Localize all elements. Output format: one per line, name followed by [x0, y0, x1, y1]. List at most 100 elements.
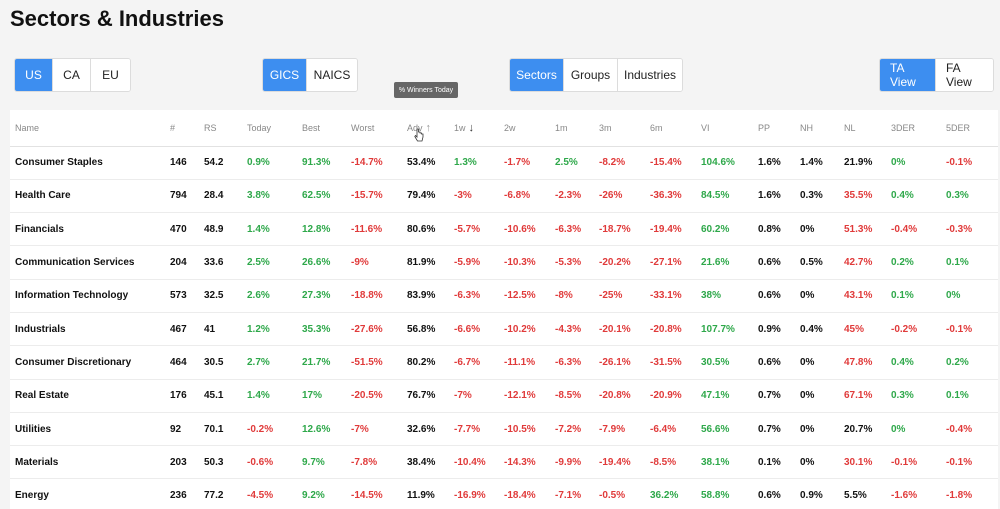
table-cell: -0.2% — [242, 412, 297, 447]
table-cell: -8% — [550, 279, 594, 313]
sector-name-cell[interactable]: Utilities — [10, 412, 165, 447]
table-cell: -5.3% — [550, 245, 594, 280]
table-cell: 104.6% — [696, 146, 753, 180]
table-cell: -14.7% — [346, 146, 402, 180]
sectors-button[interactable]: Sectors — [510, 59, 564, 91]
table-cell: 35.5% — [839, 179, 886, 214]
column-header-2w[interactable]: 2w — [499, 110, 550, 147]
table-row[interactable]: Communication Services 204 33.6 2.5% 26.6% -9… — [10, 245, 998, 280]
table-body: Consumer Staples 146 54.2 0.9% 91.3% -14.7% 53… — [10, 146, 998, 509]
table-row[interactable]: Consumer Staples 146 54.2 0.9% 91.3% -14.7% 53… — [10, 146, 998, 180]
groups-button[interactable]: Groups — [564, 59, 618, 91]
table-cell: -11.6% — [346, 212, 402, 247]
table-cell: 26.6% — [297, 245, 346, 280]
table-cell: 77.2 — [199, 478, 242, 509]
sector-name-cell[interactable]: Industrials — [10, 312, 165, 347]
column-header-6m[interactable]: 6m — [645, 110, 696, 147]
column-header-adv[interactable]: Adv ↑ — [402, 110, 449, 147]
table-cell: -5.7% — [449, 212, 499, 247]
table-row[interactable]: Health Care 794 28.4 3.8% 62.5% -15.7% 79.4% -3… — [10, 179, 998, 214]
table-cell: 9.7% — [297, 445, 346, 480]
column-header-1w[interactable]: 1w ↓ — [449, 110, 499, 147]
table-cell: 28.4 — [199, 179, 242, 214]
table-cell: -6.3% — [550, 212, 594, 247]
sector-name-cell[interactable]: Information Technology — [10, 279, 165, 313]
table-cell: -9% — [346, 245, 402, 280]
table-cell: -18.4% — [499, 478, 550, 509]
column-header-name[interactable]: Name — [10, 110, 165, 147]
table-cell: 21.6% — [696, 245, 753, 280]
industries-button[interactable]: Industries — [618, 59, 682, 91]
view-toggle: TA View FA View — [879, 58, 994, 92]
table-row[interactable]: Materials 203 50.3 -0.6% 9.7% -7.8% 38.4% -10.4… — [10, 445, 998, 480]
table-row[interactable]: Industrials 467 41 1.2% 35.3% -27.6% 56.8% -6.6… — [10, 312, 998, 347]
table-cell: 20.7% — [839, 412, 886, 447]
column-header-worst[interactable]: Worst — [346, 110, 402, 147]
column-header-vi[interactable]: VI — [696, 110, 753, 147]
region-us-button[interactable]: US — [15, 59, 53, 91]
sector-name-cell[interactable]: Health Care — [10, 179, 165, 214]
region-eu-button[interactable]: EU — [91, 59, 130, 91]
sector-name-cell[interactable]: Financials — [10, 212, 165, 247]
table-cell: 83.9% — [402, 279, 449, 313]
gics-button[interactable]: GICS — [263, 59, 307, 91]
sort-down-arrow-icon[interactable]: ↓ — [468, 121, 475, 134]
table-cell: 1.6% — [753, 146, 795, 180]
table-cell: 27.3% — [297, 279, 346, 313]
table-cell: -20.2% — [594, 245, 645, 280]
level-toggle: Sectors Groups Industries — [509, 58, 683, 92]
sector-name-cell[interactable]: Consumer Discretionary — [10, 345, 165, 380]
table-cell: -20.1% — [594, 312, 645, 347]
table-row[interactable]: Financials 470 48.9 1.4% 12.8% -11.6% 80.6% -5.… — [10, 212, 998, 247]
region-ca-button[interactable]: CA — [53, 59, 91, 91]
column-header-nl[interactable]: NL — [839, 110, 886, 147]
naics-button[interactable]: NAICS — [307, 59, 357, 91]
column-header-5der[interactable]: 5DER — [941, 110, 998, 147]
column-header-3m[interactable]: 3m — [594, 110, 645, 147]
table-cell: -0.6% — [242, 445, 297, 480]
table-row[interactable]: Consumer Discretionary 464 30.5 2.7% 21.7% -5… — [10, 345, 998, 380]
column-header-nh[interactable]: NH — [795, 110, 839, 147]
table-cell: 3.8% — [242, 179, 297, 214]
fa-view-button[interactable]: FA View — [936, 59, 993, 91]
table-cell: 0% — [941, 279, 998, 313]
column-header-1m[interactable]: 1m — [550, 110, 594, 147]
column-header-count[interactable]: # — [165, 110, 199, 147]
table-cell: -5.9% — [449, 245, 499, 280]
table-cell: 12.6% — [297, 412, 346, 447]
table-cell: 60.2% — [696, 212, 753, 247]
sector-name-cell[interactable]: Consumer Staples — [10, 146, 165, 180]
table-cell: 0% — [795, 379, 839, 413]
table-cell: 48.9 — [199, 212, 242, 247]
table-cell: 30.5 — [199, 345, 242, 380]
column-header-best[interactable]: Best — [297, 110, 346, 147]
table-row[interactable]: Energy 236 77.2 -4.5% 9.2% -14.5% 11.9% -16.9% -… — [10, 478, 998, 509]
table-cell: -25% — [594, 279, 645, 313]
sector-name-cell[interactable]: Real Estate — [10, 379, 165, 413]
sector-name-cell[interactable]: Communication Services — [10, 245, 165, 280]
table-row[interactable]: Utilities 92 70.1 -0.2% 12.6% -7% 32.6% -7.7% -1… — [10, 412, 998, 447]
table-cell: 204 — [165, 245, 199, 280]
table-cell: 41 — [199, 312, 242, 347]
column-header-rs[interactable]: RS — [199, 110, 242, 147]
sector-name-cell[interactable]: Energy — [10, 478, 165, 509]
table-cell: 92 — [165, 412, 199, 447]
column-header-pp[interactable]: PP — [753, 110, 795, 147]
table-cell: 67.1% — [839, 379, 886, 413]
table-cell: 464 — [165, 345, 199, 380]
table-cell: -19.4% — [594, 445, 645, 480]
table-row[interactable]: Information Technology 573 32.5 2.6% 27.3% -1… — [10, 279, 998, 313]
region-toggle: US CA EU — [14, 58, 131, 92]
table-cell: -4.5% — [242, 478, 297, 509]
table-cell: -6.3% — [449, 279, 499, 313]
table-row[interactable]: Real Estate 176 45.1 1.4% 17% -20.5% 76.7% -7% -… — [10, 379, 998, 413]
sort-up-arrow-icon[interactable]: ↑ — [425, 121, 432, 134]
table-cell: 0.4% — [795, 312, 839, 347]
column-header-today[interactable]: Today — [242, 110, 297, 147]
table-cell: -4.3% — [550, 312, 594, 347]
ta-view-button[interactable]: TA View — [880, 59, 936, 91]
sector-name-cell[interactable]: Materials — [10, 445, 165, 480]
table-cell: 467 — [165, 312, 199, 347]
column-header-3der[interactable]: 3DER — [886, 110, 941, 147]
table-cell: -10.2% — [499, 312, 550, 347]
